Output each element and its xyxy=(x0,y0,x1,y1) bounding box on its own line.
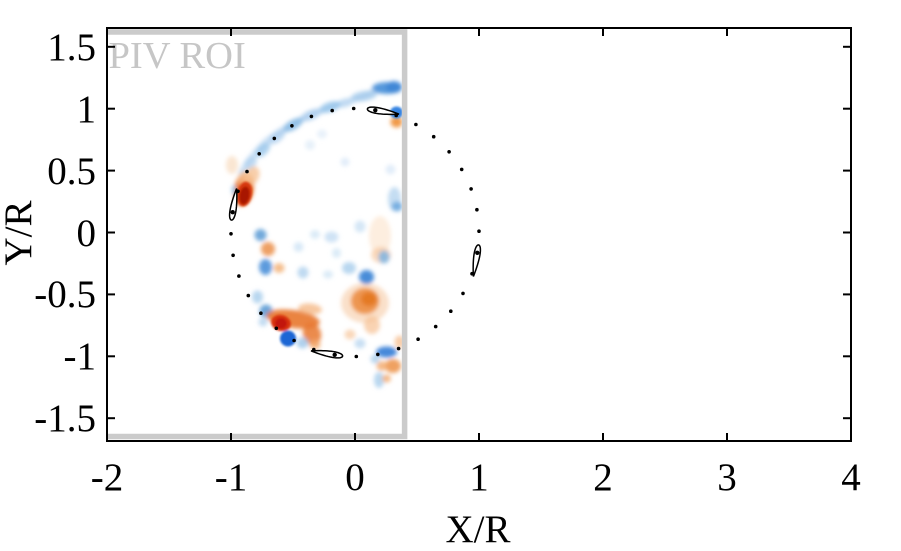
svg-text:3: 3 xyxy=(717,456,737,499)
svg-text:-1: -1 xyxy=(215,456,248,499)
svg-text:PIV ROI: PIV ROI xyxy=(109,35,246,77)
svg-text:-1.5: -1.5 xyxy=(34,397,96,440)
svg-text:0: 0 xyxy=(345,456,365,499)
svg-text:4: 4 xyxy=(841,456,861,499)
svg-text:1: 1 xyxy=(469,456,489,499)
svg-text:X/R: X/R xyxy=(445,508,510,551)
svg-text:-1: -1 xyxy=(64,335,97,378)
svg-text:0.5: 0.5 xyxy=(47,150,96,193)
svg-text:0: 0 xyxy=(77,212,97,255)
svg-text:2: 2 xyxy=(593,456,613,499)
svg-text:-0.5: -0.5 xyxy=(34,273,96,316)
svg-text:1.5: 1.5 xyxy=(47,26,96,69)
svg-text:-2: -2 xyxy=(91,456,124,499)
svg-text:1: 1 xyxy=(77,88,97,131)
svg-text:Y/R: Y/R xyxy=(0,200,40,265)
